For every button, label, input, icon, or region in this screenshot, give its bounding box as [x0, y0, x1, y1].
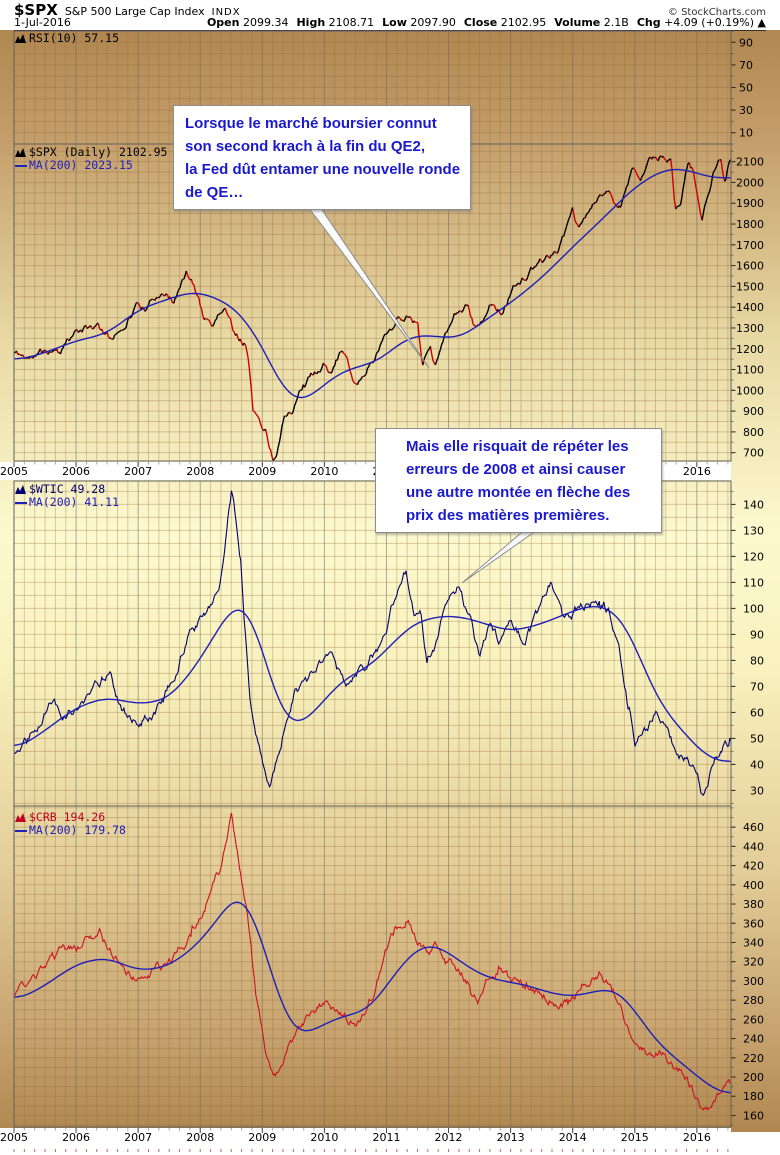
year-axis-strip-bottom: [0, 1128, 731, 1146]
ma-line-sample: [15, 829, 27, 832]
chart-header: $SPX S&P 500 Large Cap Index INDX © Stoc…: [14, 1, 766, 19]
chart-series-icon: [15, 34, 26, 43]
quote-values: Open 2099.34 High 2108.71 Low 2097.90 Close…: [207, 16, 766, 29]
ma-line-sample: [15, 501, 27, 504]
annotation-callout-2: Mais elle risquait de répéter les erreur…: [375, 428, 662, 533]
quote-volume: Volume 2.1B: [554, 16, 629, 29]
symbol-name: S&P 500 Large Cap Index: [64, 5, 205, 18]
rsi-legend: RSI(10) 57.15: [15, 32, 119, 45]
annotation-callout-1: Lorsque le marché boursier connut son se…: [173, 105, 471, 210]
symbol-exchange: INDX: [211, 7, 241, 18]
spx-ma-label: MA(200) 2023.15: [29, 158, 133, 172]
ma-line-sample: [15, 164, 27, 167]
page-bottom-margin: [0, 1146, 780, 1155]
chart-series-icon: [15, 813, 26, 822]
quote-high: High 2108.71: [296, 16, 375, 29]
crb-ma-label: MA(200) 179.78: [29, 823, 126, 837]
quote-low: Low 2097.90: [382, 16, 456, 29]
chart-series-icon: [15, 148, 26, 157]
quote-close: Close 2102.95: [463, 16, 547, 29]
wtic-ma-label: MA(200) 41.11: [29, 495, 120, 509]
symbol: $SPX: [14, 1, 58, 19]
chart-series-icon: [15, 485, 26, 494]
quote-chg: Chg +4.09 (+0.19%) ▲: [636, 16, 766, 29]
rsi-label: RSI(10) 57.15: [29, 31, 120, 45]
quote-row: 1-Jul-2016 Open 2099.34 High 2108.71 Low 2…: [14, 16, 766, 29]
wtic-legend: $WTIC 49.28 MA(200) 41.11: [15, 483, 119, 509]
spx-legend: $SPX (Daily) 2102.95 MA(200) 2023.15: [15, 146, 167, 172]
crb-legend: $CRB 194.26 MA(200) 179.78: [15, 811, 126, 837]
copyright: © StockCharts.com: [667, 7, 766, 18]
quote-date: 1-Jul-2016: [14, 16, 71, 29]
quote-open: Open 2099.34: [206, 16, 289, 29]
